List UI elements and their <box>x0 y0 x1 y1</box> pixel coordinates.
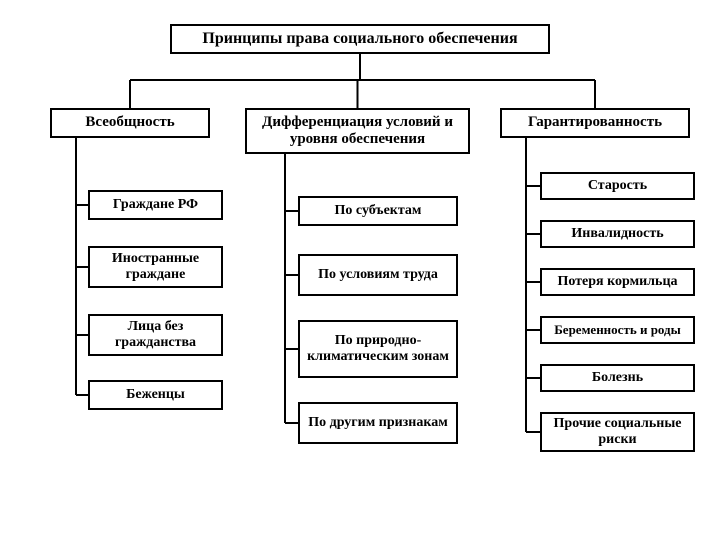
leaf-node: Потеря кормильца <box>540 268 695 296</box>
leaf-node: По субъектам <box>298 196 458 226</box>
root-label: Принципы права социального обеспечения <box>202 30 517 48</box>
branch-node-universality: Всеобщность <box>50 108 210 138</box>
leaf-node: По природно-климатическим зонам <box>298 320 458 378</box>
leaf-node: Беременность и роды <box>540 316 695 344</box>
leaf-label: По природно-климатическим зонам <box>304 333 452 365</box>
leaf-node: Граждане РФ <box>88 190 223 220</box>
leaf-node: Лица без гражданства <box>88 314 223 356</box>
leaf-label: Потеря кормильца <box>557 274 677 290</box>
leaf-label: По условиям труда <box>318 267 438 283</box>
leaf-node: Инвалидность <box>540 220 695 248</box>
leaf-label: Старость <box>588 178 647 194</box>
branch-node-guarantee: Гарантированность <box>500 108 690 138</box>
leaf-label: Лица без гражданства <box>94 319 217 351</box>
leaf-label: Болезнь <box>592 370 643 386</box>
leaf-label: Инвалидность <box>571 226 663 242</box>
branch-label: Всеобщность <box>85 114 174 131</box>
branch-label: Дифференциация условий и уровня обеспече… <box>251 114 464 149</box>
leaf-node: Беженцы <box>88 380 223 410</box>
leaf-label: Иностранные граждане <box>94 251 217 283</box>
leaf-node: Иностранные граждане <box>88 246 223 288</box>
leaf-label: По субъектам <box>335 203 422 219</box>
branch-node-differentiation: Дифференциация условий и уровня обеспече… <box>245 108 470 154</box>
leaf-node: Болезнь <box>540 364 695 392</box>
leaf-label: Беременность и роды <box>554 323 681 338</box>
leaf-label: Граждане РФ <box>113 197 198 213</box>
root-node: Принципы права социального обеспечения <box>170 24 550 54</box>
leaf-node: По условиям труда <box>298 254 458 296</box>
leaf-label: Беженцы <box>126 387 185 403</box>
leaf-label: Прочие социальные риски <box>546 416 689 448</box>
leaf-node: Прочие социальные риски <box>540 412 695 452</box>
leaf-node: По другим признакам <box>298 402 458 444</box>
leaf-label: По другим признакам <box>308 415 448 431</box>
branch-label: Гарантированность <box>528 114 662 131</box>
leaf-node: Старость <box>540 172 695 200</box>
